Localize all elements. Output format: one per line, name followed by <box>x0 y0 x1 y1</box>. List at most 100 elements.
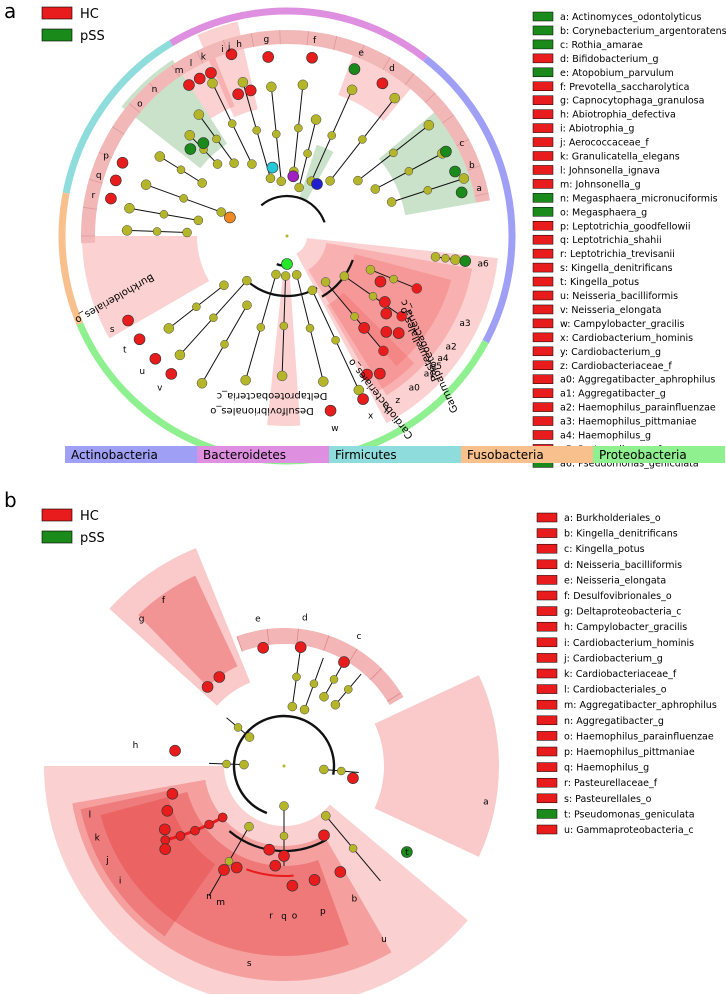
leaf-letter-q: q <box>281 912 287 922</box>
taxa-legend-swatch-t <box>536 809 558 819</box>
leaf-ring-tick <box>306 31 309 46</box>
phylum-ring-firmicutes <box>62 40 173 194</box>
taxon-node <box>441 254 450 263</box>
taxon-node <box>212 159 223 169</box>
taxon-node-o <box>184 143 197 155</box>
taxa-legend-swatch-b <box>536 528 558 538</box>
taxon-node <box>192 302 201 312</box>
leaf-letter-v: v <box>157 384 163 394</box>
panel-b: b HC pSS a b c d e f g h i j k l mn o p qr s t u a: Burkho… <box>4 488 717 994</box>
taxa-legend-label-a2: a2: Haemophilus_parainfluenzae <box>560 403 716 414</box>
taxon-node <box>458 173 470 184</box>
taxon-node <box>179 194 188 203</box>
leaf-letter-f: f <box>162 596 166 606</box>
taxon-node <box>280 271 291 281</box>
leaf-ring-tick <box>382 57 391 70</box>
taxon-node <box>423 186 433 195</box>
cardiobacteriales-chain-node <box>175 831 186 841</box>
taxa-legend-label-s: s: Pasteurellales_o <box>564 794 652 805</box>
taxon-node-m <box>183 79 195 91</box>
taxa-legend-swatch-r <box>532 248 554 259</box>
taxa-legend-label-l: l: Cardiobacteriales_o <box>564 685 667 696</box>
taxa-legend-label-a1: a1: Aggregatibacter_g <box>560 389 666 400</box>
taxon-node <box>319 764 329 775</box>
taxon-node <box>396 311 407 322</box>
taxon-node-a5 <box>392 327 405 339</box>
taxon-node <box>279 321 289 331</box>
taxa-legend-swatch-r <box>536 777 558 788</box>
taxon-node-j <box>159 823 171 836</box>
leaf-letter-i: i <box>119 877 122 887</box>
taxa-legend-label-g: g: Capnocytophaga_granulosa <box>560 96 704 107</box>
taxon-node <box>266 81 277 93</box>
taxa-legend-swatch-s <box>536 793 558 804</box>
leaf-letter-j: j <box>105 856 109 866</box>
taxa-legend-label-r: r: Pasteurellaceae_f <box>564 778 658 789</box>
leaf-letter-h: h <box>133 741 139 751</box>
taxon-node-m <box>230 861 243 874</box>
shade-cardiobacteriales <box>327 292 415 392</box>
leaf-ring-tick <box>456 138 470 147</box>
leaf-letter-h: h <box>236 40 242 50</box>
clade-letter-labels: a b c d e f g h i j k l mn o p qr s t u <box>89 596 489 969</box>
taxon-node-u <box>149 352 162 365</box>
leaf-letter-u: u <box>139 367 145 377</box>
taxa-legend-swatch-n <box>532 193 554 203</box>
taxon-node <box>229 158 239 168</box>
taxon-node-j <box>225 48 238 61</box>
taxa-legend-label-h: h: Campylobacter_gracilis <box>564 622 687 633</box>
taxa-legend-swatch-c <box>536 543 558 554</box>
leaf-letter-b: b <box>469 161 475 171</box>
bacteroidetes-root-node <box>287 170 300 183</box>
leaf-letter-a1: a1 <box>424 370 435 380</box>
leaf-ring-tick <box>250 33 255 47</box>
taxon-node <box>224 857 234 866</box>
taxon-node <box>244 732 255 742</box>
taxa-legend-label-o: o: Haemophilus_parainfluenzae <box>564 731 714 742</box>
taxon-node-b <box>334 866 347 878</box>
phylum-ring-actinobacteria <box>423 55 516 344</box>
taxa-legend-label-c: c: Kingella_potus <box>564 544 645 555</box>
leaf-letter-n: n <box>206 892 212 902</box>
taxon-node <box>353 175 363 186</box>
clade-label-desulfovibrionales: Desulfovibrionales_o <box>210 405 314 416</box>
taxa-legend-swatch-k <box>532 151 554 161</box>
taxon-node <box>430 252 441 262</box>
leaf-letter-d: d <box>302 613 308 623</box>
taxon-node <box>287 701 298 712</box>
taxon-node-a <box>347 772 359 784</box>
legend-hc-label: HC <box>80 7 99 22</box>
phylum-bar-firmicutes <box>329 446 461 463</box>
taxa-legend-label-n: n: Aggregatibacter_g <box>564 716 664 727</box>
taxon-node <box>237 76 249 88</box>
taxon-node-w <box>324 404 337 417</box>
taxa-legend-swatch-w <box>532 318 554 329</box>
leaf-letter-g: g <box>139 615 145 625</box>
taxon-node <box>386 197 397 207</box>
taxon-node-h <box>169 744 181 757</box>
taxa-legend-label-y: y: Cardiobacterium_g <box>560 347 661 358</box>
phylum-bar-label-fusobacteria: Fusobacteria <box>467 448 544 462</box>
taxon-node <box>378 345 389 357</box>
taxa-legend-swatch-u <box>536 824 558 835</box>
taxon-node <box>279 801 289 811</box>
taxa-legend-swatch-i <box>532 123 554 133</box>
taxa-legend-swatch-m <box>536 699 558 710</box>
taxon-node-n <box>218 864 230 876</box>
taxon-node <box>222 759 231 769</box>
taxa-legend-swatch-a3 <box>532 416 554 426</box>
taxa-legend-swatch-a1 <box>532 388 554 398</box>
clade-arc <box>260 194 326 223</box>
proteobacteria-arc <box>232 714 336 815</box>
leaf-ring-ticks <box>81 30 490 244</box>
taxon-node <box>329 675 339 684</box>
taxa-legend-label-x: x: Cardiobacterium_hominis <box>560 333 693 344</box>
clade-shading <box>44 548 499 994</box>
taxon-node-e <box>348 63 361 75</box>
taxa-legend-swatch-j <box>536 653 558 663</box>
leaf-letter-d: d <box>389 64 395 74</box>
taxon-node-s <box>122 314 134 327</box>
leaf-letter-e: e <box>255 614 261 624</box>
phylum-bar-fusobacteria <box>461 446 593 463</box>
leaf-ring-tick <box>82 206 97 210</box>
